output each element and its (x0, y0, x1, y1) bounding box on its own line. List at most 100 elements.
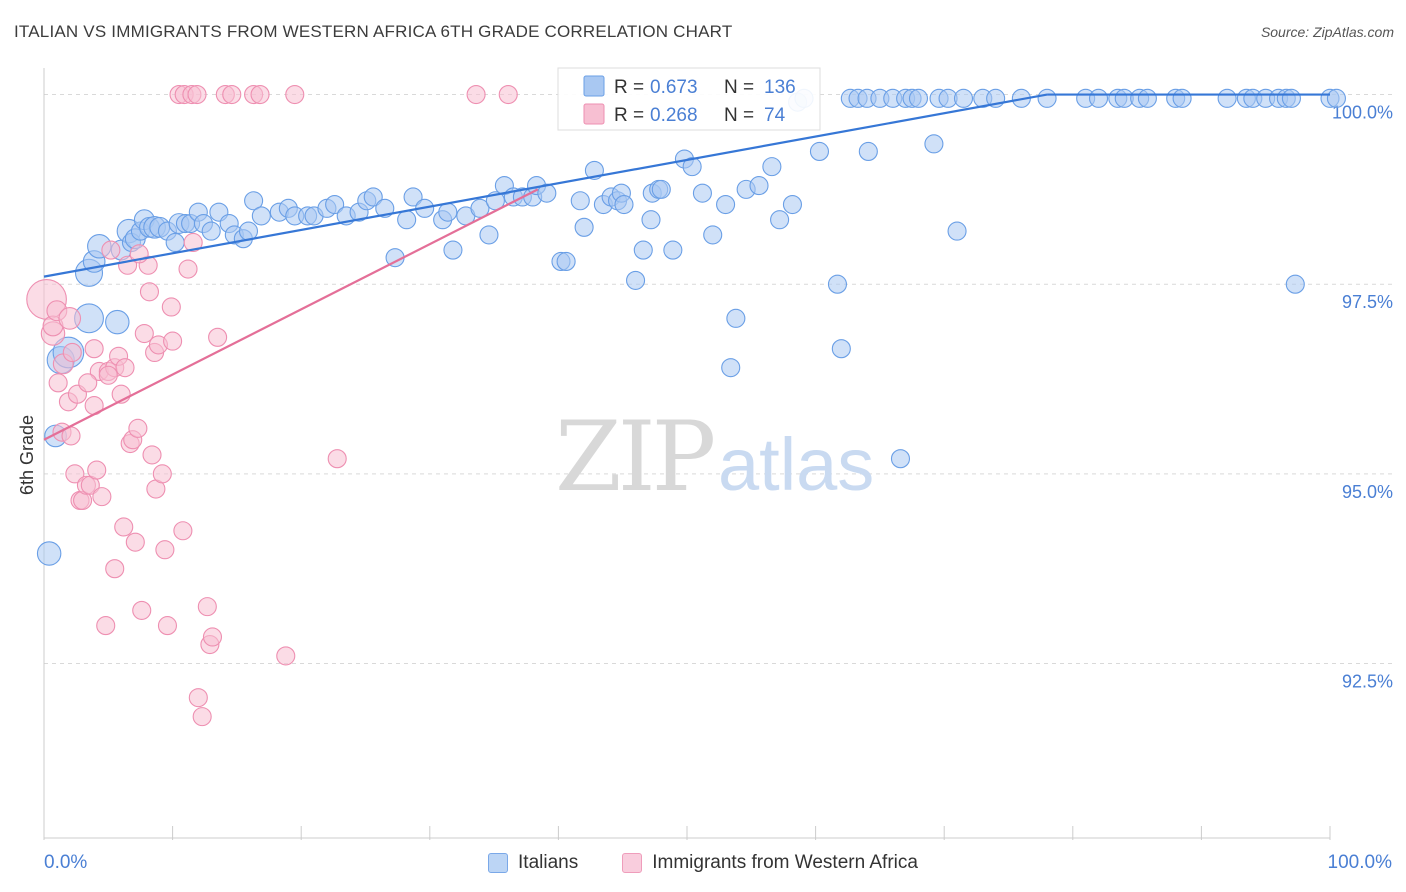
western-africa-point (208, 327, 228, 347)
western-africa-point (125, 532, 145, 552)
western-africa-point (188, 688, 208, 708)
x-tick-label-min: 0.0% (44, 852, 88, 873)
western-africa-point (78, 373, 98, 393)
stats-swatch-pink-icon (583, 103, 605, 125)
italians-point (1326, 88, 1346, 108)
italians-point (470, 198, 490, 218)
western-africa-point (197, 597, 217, 617)
italians-point (1217, 88, 1237, 108)
italians-point (749, 176, 769, 196)
y-tick-label: 92.5% (1342, 672, 1393, 692)
legend-item-italians: Italians (488, 852, 578, 874)
western-africa-point (115, 358, 135, 378)
italians-point (770, 210, 790, 230)
italians-point (570, 191, 590, 211)
italians-point (890, 449, 911, 469)
western-africa-point (250, 85, 270, 105)
italians-point (762, 157, 782, 177)
legend-item-western-africa: Immigrants from Western Africa (622, 852, 918, 874)
italians-point (1137, 88, 1157, 108)
western-africa-point (285, 85, 305, 105)
western-africa-point (132, 600, 152, 620)
italians-point (1088, 88, 1109, 108)
western-africa-point (187, 85, 207, 105)
western-africa-point (101, 240, 121, 260)
legend-label-western-africa: Immigrants from Western Africa (652, 852, 918, 873)
italians-point (663, 240, 683, 260)
watermark-zip: ZIP (555, 401, 714, 513)
italians-point (537, 183, 557, 203)
italians-point (633, 240, 653, 260)
western-africa-point (161, 297, 181, 317)
legend-swatch-pink-icon (622, 853, 643, 873)
stats-r-label: R = (614, 105, 644, 126)
italians-point (36, 541, 62, 566)
watermark-atlas: atlas (718, 423, 874, 506)
stats-swatch-blue-icon (583, 75, 605, 97)
italians-point (827, 274, 848, 294)
western-africa-point (114, 517, 134, 537)
italians-point (105, 309, 130, 335)
x-tick-label-max: 100.0% (1327, 852, 1392, 873)
italians-point (325, 195, 345, 215)
stats-r-label: R = (614, 77, 644, 98)
italians-point (251, 206, 271, 226)
western-africa-point (98, 365, 118, 385)
italians-point (831, 339, 851, 359)
stats-n-label: N = (724, 105, 754, 126)
italians-point (692, 183, 712, 203)
italians-point (244, 191, 264, 211)
western-africa-point (134, 323, 154, 344)
italians-point (716, 195, 736, 215)
stats-n-value: 74 (764, 105, 786, 126)
western-africa-point (157, 616, 178, 636)
western-africa-point (202, 627, 223, 647)
italians-point (726, 308, 746, 328)
italians-point (858, 141, 878, 161)
western-africa-point (173, 521, 193, 541)
stats-n-label: N = (724, 77, 754, 98)
italians-point (479, 225, 499, 245)
legend-label-italians: Italians (518, 852, 579, 873)
italians-point (682, 157, 702, 177)
y-tick-label: 95.0% (1342, 482, 1393, 502)
bottom-legend: Italians Immigrants from Western Africa (0, 852, 1406, 874)
italians-point (397, 210, 417, 230)
western-africa-point (139, 282, 160, 302)
italians-point (703, 225, 723, 245)
italians-point (574, 217, 594, 237)
y-axis-label: 6th Grade (17, 415, 37, 495)
western-africa-point (466, 85, 486, 105)
western-africa-point (155, 540, 175, 560)
italians-point (443, 240, 463, 260)
italians-point (908, 88, 929, 108)
italians-point (782, 195, 803, 215)
italians-point (438, 202, 458, 222)
italians-point (201, 221, 221, 241)
western-africa-point (84, 339, 104, 359)
western-africa-point (48, 373, 68, 393)
western-africa-point (183, 232, 203, 253)
western-africa-point (152, 464, 172, 484)
italians-point (641, 210, 661, 230)
italians-point (809, 141, 830, 161)
italians-trend-line (43, 93, 1048, 278)
western-africa-trend-line (43, 188, 539, 441)
italians-point (651, 179, 671, 199)
stats-r-value: 0.268 (650, 105, 698, 126)
western-africa-point (65, 464, 85, 484)
italians-point (1281, 88, 1301, 108)
italians-point (614, 195, 634, 215)
stats-r-value: 0.673 (650, 77, 698, 98)
italians-point (1285, 274, 1305, 294)
western-africa-point (92, 487, 112, 507)
italians-point (1037, 88, 1057, 108)
western-africa-point (192, 707, 212, 727)
western-africa-point (58, 306, 82, 330)
chart-title: ITALIAN VS IMMIGRANTS FROM WESTERN AFRIC… (14, 22, 733, 41)
western-africa-point (178, 259, 198, 279)
western-africa-point (327, 449, 347, 469)
italians-point (947, 221, 967, 241)
italians-point (626, 270, 646, 290)
